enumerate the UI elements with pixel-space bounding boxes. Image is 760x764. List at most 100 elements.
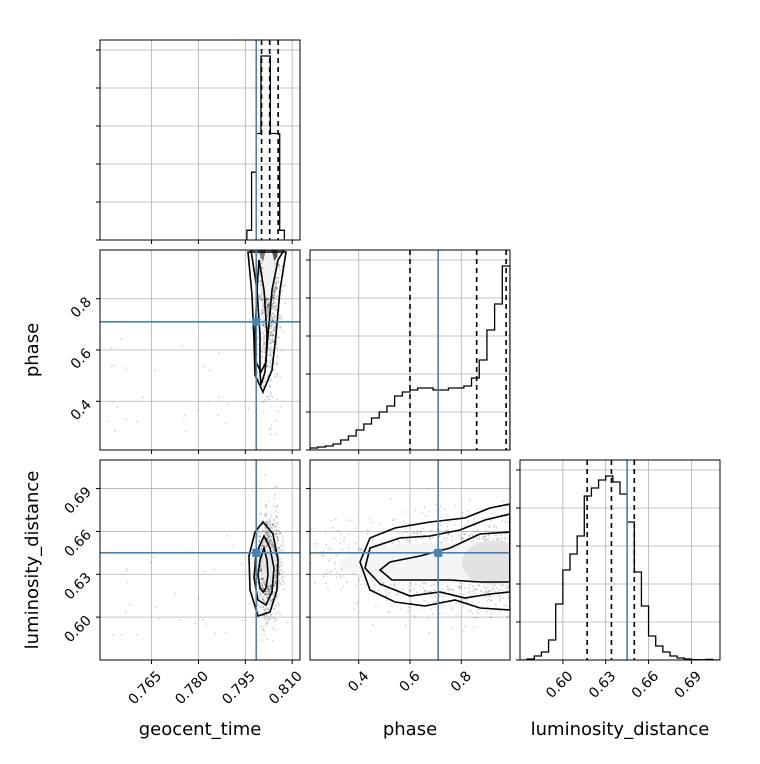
sample-point: [263, 527, 266, 529]
sample-point: [258, 293, 260, 296]
sample-point: [358, 579, 361, 582]
sample-point: [467, 510, 470, 512]
sample-point: [271, 350, 273, 353]
sample-point: [267, 587, 270, 590]
sample-point: [269, 523, 272, 526]
sample-point: [451, 539, 454, 542]
sample-point: [426, 617, 429, 620]
sample-point: [263, 584, 266, 587]
sample-point: [271, 627, 274, 630]
sample-point: [339, 533, 342, 536]
sample-point: [197, 597, 200, 599]
sample-point: [271, 306, 274, 309]
sample-point: [259, 283, 262, 286]
sample-point: [503, 507, 505, 510]
sample-point: [387, 610, 389, 613]
sample-point: [272, 326, 275, 329]
sample-point: [429, 510, 431, 513]
sample-point: [422, 586, 425, 589]
sample-point: [282, 330, 284, 333]
sample-point: [274, 574, 277, 577]
sample-point: [373, 589, 376, 592]
sample-point: [264, 610, 266, 613]
sample-point: [402, 588, 404, 591]
sample-point: [273, 505, 275, 508]
sample-point: [263, 336, 266, 339]
sample-point: [274, 285, 277, 288]
contour-line: [248, 520, 279, 618]
sample-point: [267, 585, 269, 588]
sample-point: [347, 533, 350, 535]
sample-point: [341, 569, 343, 572]
sample-point: [261, 584, 264, 587]
sample-point: [502, 597, 505, 599]
sample-point: [273, 584, 276, 586]
sample-point: [478, 601, 480, 603]
sample-point: [260, 265, 263, 268]
sample-point: [284, 284, 287, 287]
sample-point: [260, 593, 263, 596]
sample-point: [266, 534, 269, 537]
sample-point: [393, 581, 396, 584]
sample-point: [354, 542, 357, 544]
sample-point: [354, 527, 357, 530]
y-tick-label: 0.69: [61, 484, 94, 517]
sample-point: [270, 334, 272, 337]
sample-point: [184, 414, 187, 417]
sample-point: [275, 604, 278, 607]
sample-point: [489, 589, 492, 592]
sample-point: [263, 351, 266, 354]
sample-point: [474, 530, 477, 533]
sample-point: [271, 334, 274, 336]
sample-point: [149, 561, 152, 564]
sample-point: [271, 546, 274, 548]
sample-point: [264, 326, 266, 329]
sample-point: [126, 581, 128, 584]
sample-point: [390, 604, 393, 607]
sample-point: [492, 585, 494, 588]
sample-point: [326, 587, 329, 590]
x-tick-label: 0.6: [397, 668, 424, 695]
sample-point: [275, 510, 278, 512]
sample-point: [273, 289, 276, 292]
sample-point: [263, 341, 266, 344]
sample-point: [371, 539, 374, 542]
sample-point: [409, 589, 412, 592]
sample-point: [459, 586, 462, 589]
sample-point: [446, 529, 449, 532]
sample-point: [265, 529, 268, 532]
sample-point: [248, 318, 251, 321]
sample-point: [271, 356, 273, 359]
sample-point: [266, 638, 269, 641]
sample-point: [268, 588, 271, 591]
sample-point: [275, 570, 278, 573]
panel-geocent_time-luminosity_distance: [100, 460, 300, 660]
sample-point: [124, 367, 127, 370]
sample-point: [275, 532, 278, 535]
sample-point: [261, 401, 263, 404]
sample-point: [388, 592, 391, 595]
sample-point: [276, 356, 279, 359]
sample-point: [466, 520, 469, 523]
sample-point: [214, 632, 217, 635]
sample-point: [269, 588, 272, 591]
sample-point: [266, 533, 268, 536]
sample-point: [271, 332, 273, 335]
sample-point: [382, 582, 385, 584]
sample-point: [266, 521, 269, 524]
sample-point: [224, 422, 227, 425]
sample-point: [248, 602, 250, 605]
sample-point: [475, 542, 478, 544]
sample-point: [269, 331, 272, 334]
sample-point: [273, 620, 276, 622]
sample-point: [267, 303, 270, 306]
sample-point: [377, 589, 380, 592]
sample-point: [218, 352, 220, 355]
sample-point: [268, 593, 271, 596]
sample-point: [273, 290, 276, 292]
sample-point: [434, 503, 437, 506]
sample-point: [266, 538, 269, 541]
sample-point: [262, 319, 265, 322]
sample-point: [252, 561, 254, 563]
sample-point: [483, 535, 485, 538]
